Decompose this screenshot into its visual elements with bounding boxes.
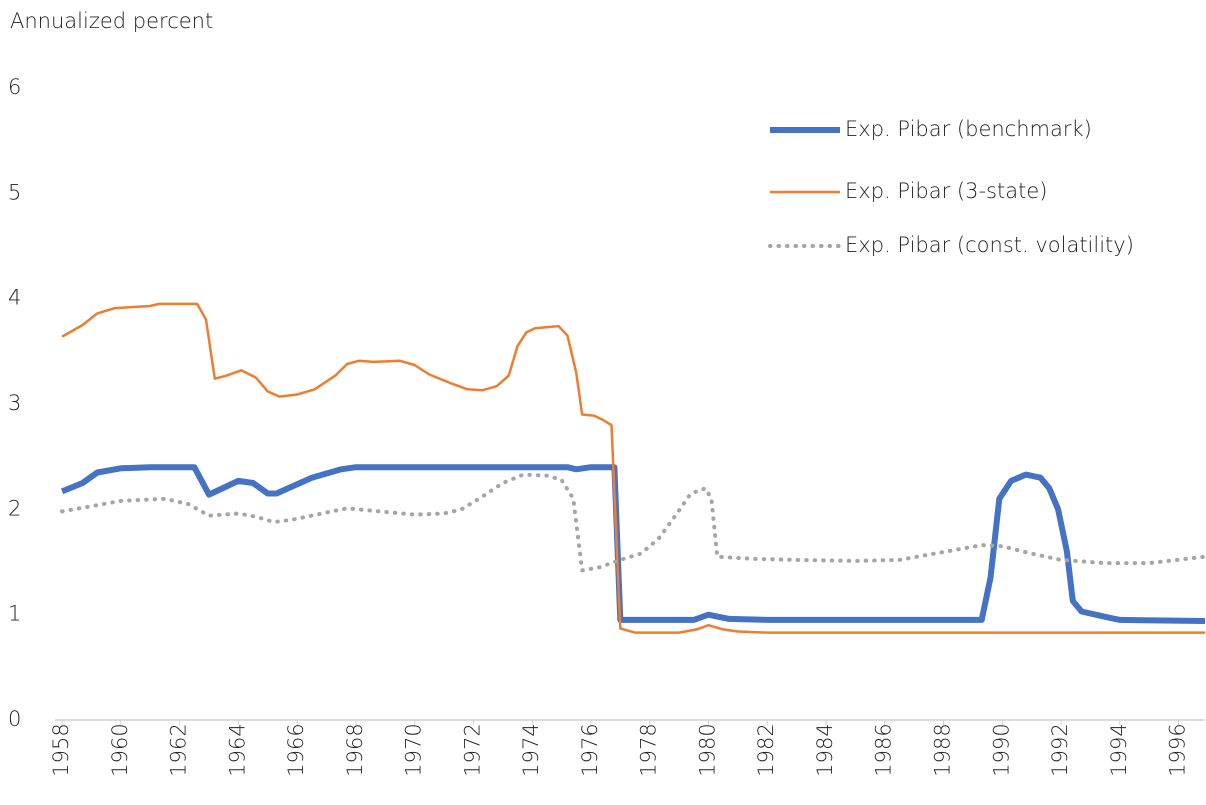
y-tick-label: 3 [8,391,21,415]
legend-label: Exp. Pibar (benchmark) [845,117,1092,141]
x-tick-label: 1962 [167,723,191,776]
x-tick-label: 1990 [989,723,1013,776]
x-tick-label: 1982 [754,723,778,776]
y-tick-label: 0 [8,707,21,731]
x-tick-label: 1988 [931,723,955,776]
x-tick-label: 1974 [519,723,543,776]
y-tick-label: 6 [8,75,21,99]
x-tick-label: 1966 [284,723,308,776]
x-tick-label: 1960 [108,723,132,776]
series-line [61,302,1205,634]
x-tick-label: 1976 [578,723,602,776]
x-tick-label: 1996 [1166,723,1190,776]
y-tick-label: 5 [8,180,21,204]
x-tick-label: 1980 [695,723,719,776]
x-tick-label: 1958 [49,723,73,776]
x-tick-label: 1964 [225,723,249,776]
series-line [60,472,1206,573]
legend-label: Exp. Pibar (3-state) [845,179,1047,203]
x-tick-label: 1970 [402,723,426,776]
y-tick-label: 2 [8,496,21,520]
x-tick-label: 1992 [1048,723,1072,776]
x-tick-label: 1984 [813,723,837,776]
y-tick-label: 1 [8,602,21,626]
y-tick-label: 4 [8,286,21,310]
x-tick-label: 1968 [343,723,367,776]
x-tick-label: 1986 [872,723,896,776]
legend-label: Exp. Pibar (const. volatility) [845,233,1134,257]
x-tick-label: 1978 [637,723,661,776]
x-tick-label: 1994 [1107,723,1131,776]
x-tick-label: 1972 [460,723,484,776]
y-axis-label: Annualized percent [10,9,213,33]
